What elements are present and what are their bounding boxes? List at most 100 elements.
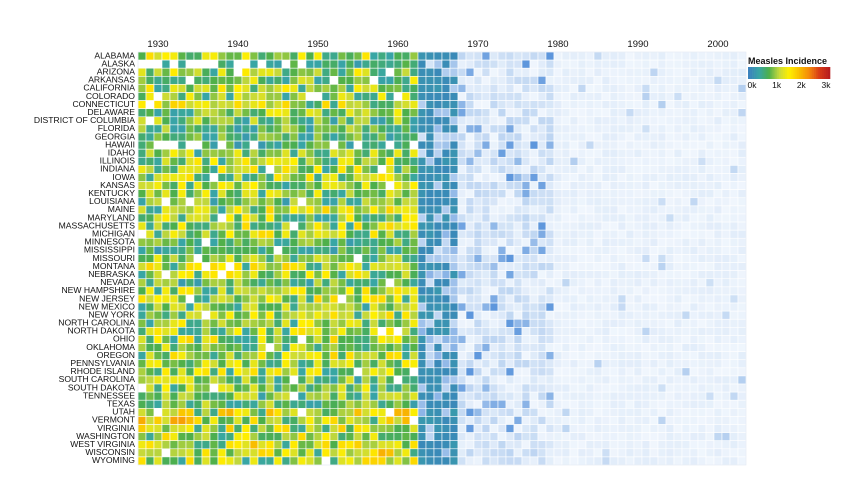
heatmap-cell <box>537 294 547 304</box>
heatmap-cell <box>345 416 355 425</box>
legend-color-step <box>793 67 796 79</box>
heatmap-cell <box>321 246 331 255</box>
heatmap-cell <box>729 181 739 190</box>
heatmap-cell <box>377 100 387 109</box>
heatmap-cell <box>345 383 355 393</box>
heatmap-cell <box>241 408 251 417</box>
heatmap-cell <box>481 237 491 247</box>
heatmap-cell <box>161 375 171 385</box>
heatmap-cell <box>737 189 747 199</box>
heatmap-cell <box>257 67 267 77</box>
heatmap-cell <box>521 237 531 247</box>
heatmap-cell <box>209 229 219 239</box>
heatmap-cell <box>529 189 539 199</box>
heatmap-cell <box>569 132 579 142</box>
heatmap-cell <box>169 310 179 320</box>
heatmap-cell <box>553 448 563 458</box>
heatmap-cell <box>569 108 579 118</box>
heatmap-cell <box>401 391 411 401</box>
heatmap-cell <box>425 246 435 255</box>
heatmap-cell <box>505 359 515 369</box>
heatmap-cell <box>393 140 403 150</box>
heatmap-cell <box>697 294 707 304</box>
state-label: CALIFORNIA <box>83 83 135 93</box>
heatmap-cell <box>313 424 323 433</box>
heatmap-cell <box>313 92 323 101</box>
heatmap-cell <box>513 375 523 385</box>
heatmap-cell <box>209 286 219 296</box>
heatmap-cell <box>345 448 355 458</box>
heatmap-cell <box>625 278 635 288</box>
state-label: ALABAMA <box>94 50 135 60</box>
heatmap-cell <box>545 270 555 280</box>
state-label: OKLAHOMA <box>86 342 135 352</box>
heatmap-cell <box>417 335 427 344</box>
heatmap-cell <box>257 173 267 182</box>
heatmap-cell <box>705 213 715 223</box>
heatmap-cell <box>369 51 379 61</box>
heatmap-cell <box>489 399 499 409</box>
heatmap-cell <box>473 335 483 344</box>
heatmap-cell <box>281 173 291 182</box>
heatmap-cell <box>289 189 299 199</box>
heatmap-cell <box>441 318 451 328</box>
heatmap-cell <box>657 254 667 263</box>
heatmap-cell <box>193 132 203 142</box>
heatmap-cell <box>169 140 179 150</box>
heatmap-cell <box>721 294 731 304</box>
heatmap-cell <box>737 84 747 93</box>
heatmap-cell <box>273 92 283 101</box>
heatmap-cell <box>297 343 307 352</box>
heatmap-cell <box>601 189 611 199</box>
heatmap-cell <box>385 294 395 304</box>
heatmap-cell <box>401 327 411 336</box>
heatmap-cell <box>273 100 283 109</box>
heatmap-cell <box>433 132 443 142</box>
heatmap-cell <box>641 221 651 231</box>
heatmap-cell <box>649 132 659 142</box>
heatmap-cell <box>505 424 515 433</box>
heatmap-cell <box>289 84 299 93</box>
heatmap-cell <box>617 310 627 320</box>
state-label: NEBRASKA <box>88 269 135 279</box>
heatmap-cell <box>593 262 603 271</box>
heatmap-cell <box>217 383 227 393</box>
heatmap-cell <box>353 335 363 344</box>
heatmap-cell <box>649 59 659 69</box>
heatmap-cell <box>289 327 299 336</box>
heatmap-cell <box>665 229 675 239</box>
heatmap-cell <box>713 440 723 450</box>
heatmap-cell <box>521 399 531 409</box>
heatmap-cell <box>641 59 651 69</box>
heatmap-cell <box>689 189 699 199</box>
heatmap-cell <box>673 92 683 101</box>
heatmap-cell <box>289 124 299 134</box>
heatmap-cell <box>257 270 267 280</box>
heatmap-cell <box>681 51 691 61</box>
heatmap-cell <box>345 100 355 109</box>
heatmap-cell <box>649 375 659 385</box>
heatmap-cell <box>545 173 555 182</box>
heatmap-cell <box>353 221 363 231</box>
heatmap-cell <box>153 189 163 199</box>
heatmap-cell <box>393 416 403 425</box>
heatmap-cell <box>721 416 731 425</box>
heatmap-cell <box>609 213 619 223</box>
heatmap-cell <box>313 391 323 401</box>
heatmap-cell <box>169 286 179 296</box>
heatmap-cell <box>721 156 731 166</box>
heatmap-cell <box>329 189 339 199</box>
heatmap-cell <box>345 173 355 182</box>
heatmap-cell <box>401 173 411 182</box>
heatmap-cell <box>393 124 403 134</box>
heatmap-cell <box>585 391 595 401</box>
heatmap-cell <box>625 140 635 150</box>
legend-color-step <box>795 67 798 79</box>
heatmap-cell <box>433 205 443 215</box>
heatmap-cell <box>409 148 419 158</box>
heatmap-cell <box>233 92 243 101</box>
heatmap-cell <box>321 351 331 361</box>
heatmap-cell <box>201 391 211 401</box>
heatmap-cell <box>161 383 171 393</box>
heatmap-cell <box>465 310 475 320</box>
